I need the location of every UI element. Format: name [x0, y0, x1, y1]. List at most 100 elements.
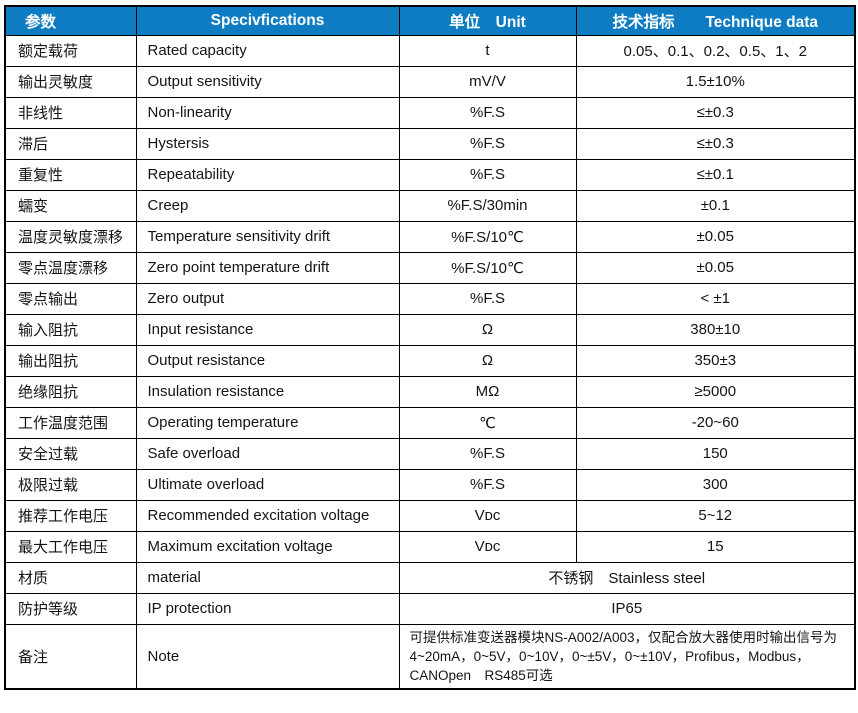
spec-cell: Recommended excitation voltage — [135, 499, 400, 532]
spec-cell: Temperature sensitivity drift — [135, 220, 400, 253]
value-cell: IP65 — [398, 592, 856, 625]
value-cell: ≤±0.3 — [575, 96, 856, 129]
param-cell: 材质 — [4, 561, 137, 594]
value-cell: ±0.1 — [575, 189, 856, 222]
unit-cell: %F.S/10℃ — [398, 251, 577, 284]
unit-cell: Ω — [398, 344, 577, 377]
unit-cell: %F.S/10℃ — [398, 220, 577, 253]
header-unit-cell: 单位 Unit — [398, 5, 577, 36]
param-cell: 非线性 — [4, 96, 137, 129]
spec-cell: Non-linearity — [135, 96, 400, 129]
param-cell: 安全过载 — [4, 437, 137, 470]
table-row: 滞后 Hystersis %F.S ≤±0.3 — [4, 127, 856, 160]
spec-cell: Hystersis — [135, 127, 400, 160]
value-cell: 15 — [575, 530, 856, 563]
param-cell: 零点输出 — [4, 282, 137, 315]
table-row: 工作温度范围 Operating temperature ℃ -20~60 — [4, 406, 856, 439]
header-data-cell: 技术指标 Technique data — [575, 5, 856, 36]
value-cell: 300 — [575, 468, 856, 501]
value-cell: 350±3 — [575, 344, 856, 377]
param-cell: 输入阻抗 — [4, 313, 137, 346]
table-row: 最大工作电压 Maximum excitation voltage Vᴅᴄ 15 — [4, 530, 856, 563]
unit-cell: mV/V — [398, 65, 577, 98]
value-cell: ≤±0.1 — [575, 158, 856, 191]
unit-cell: MΩ — [398, 375, 577, 408]
table-row: 绝缘阻抗 Insulation resistance MΩ ≥5000 — [4, 375, 856, 408]
param-cell: 工作温度范围 — [4, 406, 137, 439]
param-cell: 极限过载 — [4, 468, 137, 501]
table-row: 极限过载 Ultimate overload %F.S 300 — [4, 468, 856, 501]
value-cell: 可提供标准变送器模块NS-A002/A003，仅配合放大器使用时输出信号为 4~… — [398, 623, 856, 689]
unit-cell: t — [398, 34, 577, 67]
unit-cell: %F.S/30min — [398, 189, 577, 222]
spec-cell: Operating temperature — [135, 406, 400, 439]
unit-cell: %F.S — [398, 158, 577, 191]
table-row: 材质 material 不锈钢 Stainless steel — [4, 561, 856, 594]
header-spec-cell: Specivfications — [135, 5, 400, 36]
param-cell: 推荐工作电压 — [4, 499, 137, 532]
table-row: 非线性 Non-linearity %F.S ≤±0.3 — [4, 96, 856, 129]
table-row: 零点输出 Zero output %F.S < ±1 — [4, 282, 856, 315]
value-cell: 5~12 — [575, 499, 856, 532]
unit-cell: Ω — [398, 313, 577, 346]
unit-cell: %F.S — [398, 437, 577, 470]
header-param-cell: 参数 — [4, 5, 137, 36]
value-cell: 不锈钢 Stainless steel — [398, 561, 856, 594]
table-row: 温度灵敏度漂移 Temperature sensitivity drift %F.S… — [4, 220, 856, 253]
value-cell: ≥5000 — [575, 375, 856, 408]
spec-cell: Note — [135, 623, 400, 689]
table-row: 零点温度漂移 Zero point temperature drift %F.S/1… — [4, 251, 856, 284]
unit-cell: Vᴅᴄ — [398, 499, 577, 532]
header-row: 参数 Specivfications 单位 Unit 技术指标 Techniqu… — [4, 5, 856, 36]
value-cell: 380±10 — [575, 313, 856, 346]
unit-cell: Vᴅᴄ — [398, 530, 577, 563]
unit-cell: %F.S — [398, 468, 577, 501]
param-cell: 滞后 — [4, 127, 137, 160]
value-cell: -20~60 — [575, 406, 856, 439]
spec-cell: Zero point temperature drift — [135, 251, 400, 284]
spec-cell: Creep — [135, 189, 400, 222]
unit-cell: %F.S — [398, 127, 577, 160]
spec-cell: Insulation resistance — [135, 375, 400, 408]
value-cell: 1.5±10% — [575, 65, 856, 98]
table-row: 蠕变 Creep %F.S/30min ±0.1 — [4, 189, 856, 222]
spec-cell: Repeatability — [135, 158, 400, 191]
spec-cell: Rated capacity — [135, 34, 400, 67]
unit-cell: %F.S — [398, 282, 577, 315]
spec-cell: Output resistance — [135, 344, 400, 377]
table-row: 推荐工作电压 Recommended excitation voltage Vᴅᴄ 5… — [4, 499, 856, 532]
param-cell: 最大工作电压 — [4, 530, 137, 563]
param-cell: 温度灵敏度漂移 — [4, 220, 137, 253]
spec-cell: Output sensitivity — [135, 65, 400, 98]
spec-cell: Zero output — [135, 282, 400, 315]
param-cell: 重复性 — [4, 158, 137, 191]
param-cell: 蠕变 — [4, 189, 137, 222]
spec-cell: Safe overload — [135, 437, 400, 470]
spec-cell: Maximum excitation voltage — [135, 530, 400, 563]
table-row: 输出阻抗 Output resistance Ω 350±3 — [4, 344, 856, 377]
param-cell: 零点温度漂移 — [4, 251, 137, 284]
table-row: 输入阻抗 Input resistance Ω 380±10 — [4, 313, 856, 346]
value-cell: ±0.05 — [575, 251, 856, 284]
table-row: 备注 Note 可提供标准变送器模块NS-A002/A003，仅配合放大器使用时输出… — [4, 623, 856, 689]
value-cell: < ±1 — [575, 282, 856, 315]
param-cell: 输出阻抗 — [4, 344, 137, 377]
value-cell: 0.05、0.1、0.2、0.5、1、2 — [575, 34, 856, 67]
value-cell: ≤±0.3 — [575, 127, 856, 160]
value-cell: ±0.05 — [575, 220, 856, 253]
table-row: 输出灵敏度 Output sensitivity mV/V 1.5±10% — [4, 65, 856, 98]
table-row: 安全过载 Safe overload %F.S 150 — [4, 437, 856, 470]
table-row: 额定载荷 Rated capacity t 0.05、0.1、0.2、0.5、1、2 — [4, 34, 856, 67]
param-cell: 绝缘阻抗 — [4, 375, 137, 408]
param-cell: 额定载荷 — [4, 34, 137, 67]
param-cell: 备注 — [4, 623, 137, 689]
spec-table: 参数 Specivfications 单位 Unit 技术指标 Techniqu… — [4, 5, 856, 690]
table-row: 重复性 Repeatability %F.S ≤±0.1 — [4, 158, 856, 191]
table-row: 防护等级 IP protection IP65 — [4, 592, 856, 625]
spec-cell: Ultimate overload — [135, 468, 400, 501]
value-cell: 150 — [575, 437, 856, 470]
unit-cell: ℃ — [398, 406, 577, 439]
spec-cell: IP protection — [135, 592, 400, 625]
unit-cell: %F.S — [398, 96, 577, 129]
